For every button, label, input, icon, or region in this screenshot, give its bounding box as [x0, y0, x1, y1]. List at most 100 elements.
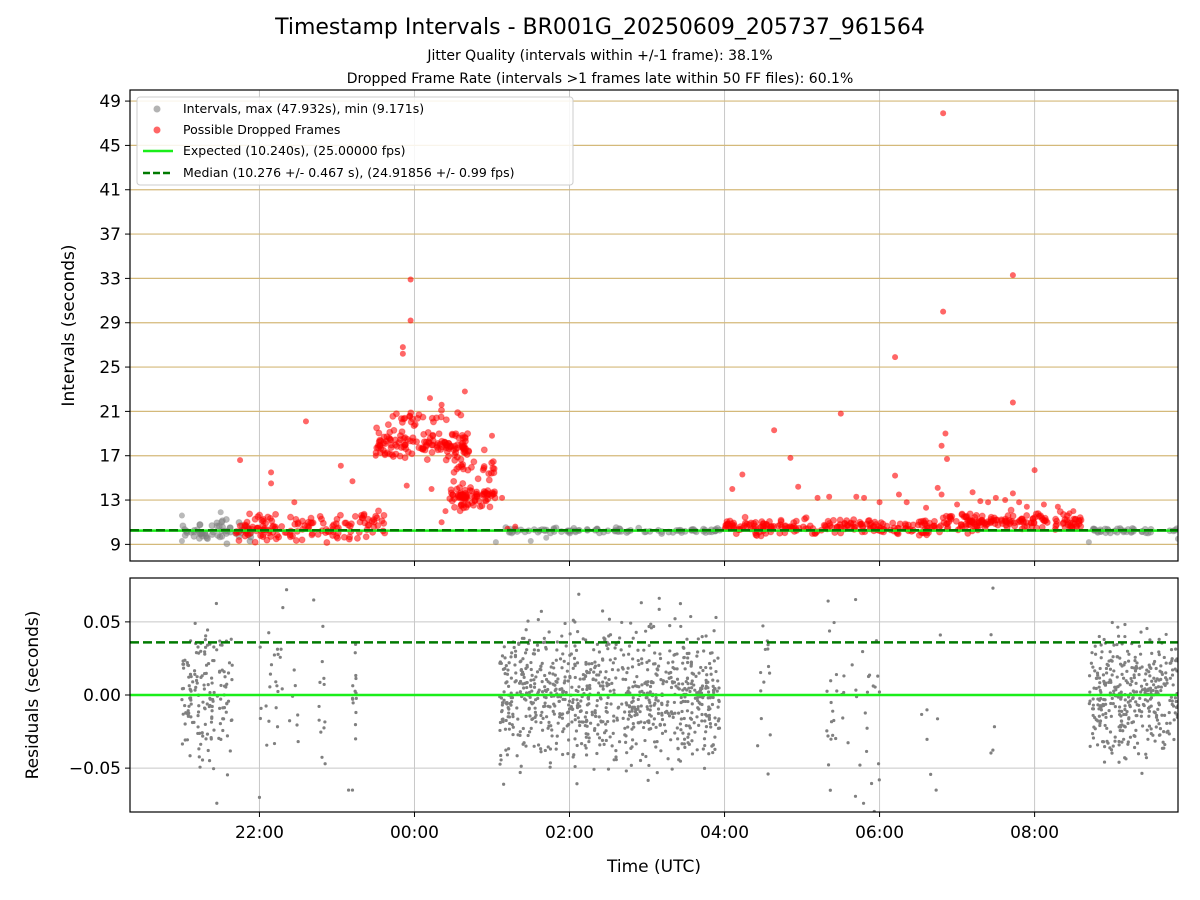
- residual-point: [645, 660, 649, 664]
- residual-point: [1137, 708, 1142, 712]
- residual-point: [186, 663, 191, 668]
- residual-point: [704, 665, 708, 670]
- residual-point: [605, 710, 609, 714]
- residual-point: [519, 764, 523, 768]
- residual-point: [1119, 697, 1123, 701]
- dropped-frame-point: [934, 484, 941, 491]
- residual-point: [528, 714, 532, 718]
- dropped-frame-point: [399, 344, 406, 351]
- residual-point: [512, 645, 516, 650]
- residual-point: [1117, 709, 1122, 713]
- residual-point: [606, 767, 611, 771]
- residual-point: [1134, 690, 1139, 694]
- residual-point: [1115, 642, 1119, 647]
- residual-point: [1152, 662, 1156, 666]
- dropped-frame-point: [375, 507, 383, 515]
- residual-point: [677, 682, 681, 686]
- residual-point: [525, 665, 529, 669]
- residual-point: [666, 711, 670, 715]
- dropped-frame-point: [396, 452, 404, 460]
- dropped-frame-point: [488, 432, 495, 439]
- residual-point: [1110, 751, 1114, 755]
- residual-point: [202, 683, 206, 687]
- dropped-frame-point: [251, 538, 259, 546]
- residual-point: [646, 778, 650, 782]
- residual-point: [1112, 669, 1116, 673]
- residual-point: [1118, 712, 1122, 717]
- dropped-frame-point: [333, 515, 341, 523]
- dropped-frame-point: [952, 517, 960, 525]
- residual-point: [604, 738, 608, 743]
- residual-point: [505, 753, 509, 757]
- residual-point: [709, 672, 713, 676]
- residual-point: [638, 758, 643, 763]
- dropped-frame-point: [433, 441, 441, 449]
- residual-point: [620, 702, 624, 706]
- dropped-frame-point: [982, 521, 990, 529]
- residual-point: [1106, 663, 1110, 668]
- residual-point: [532, 744, 536, 748]
- residual-point: [555, 734, 559, 738]
- residual-point: [1162, 655, 1166, 660]
- residual-point: [625, 671, 629, 675]
- dropped-frame-point: [774, 522, 782, 530]
- residual-point: [272, 653, 277, 657]
- residual-point: [571, 666, 575, 670]
- residual-point: [196, 645, 200, 649]
- dropped-frame-point: [836, 516, 844, 524]
- chart-subtitle-dropped: Dropped Frame Rate (intervals >1 frames …: [346, 71, 854, 87]
- residual-point: [295, 723, 299, 727]
- residual-point: [1103, 745, 1107, 749]
- residual-point: [834, 672, 839, 677]
- residual-point: [1133, 659, 1137, 663]
- intervals-grid: [130, 90, 1178, 561]
- residuals-ylabel: Residuals (seconds): [23, 611, 43, 780]
- dropped-frame-point: [1009, 490, 1016, 497]
- residual-point: [1153, 739, 1157, 743]
- residual-point: [935, 717, 940, 721]
- residual-point: [679, 695, 683, 700]
- residual-point: [504, 718, 508, 723]
- residual-point: [1113, 735, 1117, 739]
- residual-point: [658, 656, 663, 661]
- residual-point: [353, 651, 357, 655]
- residual-point: [293, 683, 297, 688]
- residual-point: [1123, 707, 1127, 712]
- residual-point: [571, 700, 575, 705]
- dropped-frame-point: [364, 515, 372, 523]
- intervals-ytick-label: 29: [99, 314, 121, 334]
- residual-point: [183, 722, 187, 726]
- residual-point: [1089, 661, 1093, 665]
- dropped-frame-point: [896, 520, 904, 528]
- residual-point: [711, 678, 715, 682]
- residual-point: [612, 758, 616, 762]
- residual-point: [846, 741, 850, 745]
- residual-point: [1142, 703, 1146, 708]
- dropped-frame-point: [1002, 521, 1010, 529]
- residual-point: [666, 661, 670, 665]
- residual-point: [1102, 697, 1106, 702]
- residual-point: [647, 727, 651, 731]
- dropped-frame-point: [389, 452, 397, 460]
- residual-point: [634, 742, 638, 746]
- residual-point: [532, 685, 537, 689]
- dropped-frame-point: [1021, 523, 1029, 531]
- residual-point: [1123, 622, 1127, 627]
- residual-point: [1151, 688, 1155, 693]
- residual-point: [532, 648, 536, 652]
- residual-point: [1134, 700, 1138, 704]
- dropped-frame-point: [1038, 514, 1046, 522]
- residual-point: [1135, 741, 1140, 745]
- residual-point: [713, 716, 717, 720]
- dropped-frame-point: [360, 510, 368, 518]
- residual-point: [500, 703, 504, 707]
- residual-point: [693, 688, 697, 692]
- residual-point: [544, 645, 548, 650]
- residual-point: [683, 699, 688, 704]
- residual-point: [513, 680, 517, 684]
- residual-point: [1126, 659, 1131, 663]
- residual-point: [865, 726, 869, 730]
- residual-point: [575, 782, 579, 786]
- residual-point: [920, 712, 924, 717]
- residual-point: [1108, 730, 1113, 734]
